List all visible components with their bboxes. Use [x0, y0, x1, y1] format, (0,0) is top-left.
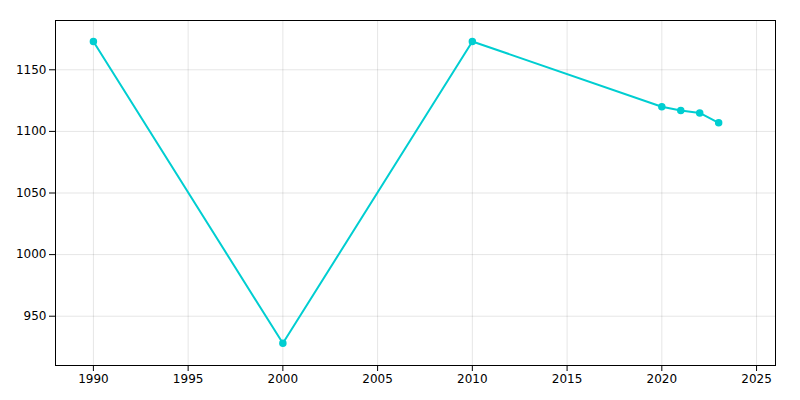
svg-text:2000: 2000	[268, 372, 299, 386]
svg-text:2010: 2010	[457, 372, 488, 386]
svg-text:950: 950	[24, 309, 47, 323]
svg-text:1050: 1050	[16, 186, 47, 200]
svg-text:1000: 1000	[16, 247, 47, 261]
svg-text:2025: 2025	[741, 372, 772, 386]
svg-text:2020: 2020	[647, 372, 678, 386]
svg-text:1995: 1995	[173, 372, 204, 386]
svg-text:1150: 1150	[16, 63, 47, 77]
svg-text:1100: 1100	[16, 124, 47, 138]
svg-text:2015: 2015	[552, 372, 583, 386]
svg-text:1990: 1990	[78, 372, 109, 386]
svg-text:2005: 2005	[362, 372, 393, 386]
